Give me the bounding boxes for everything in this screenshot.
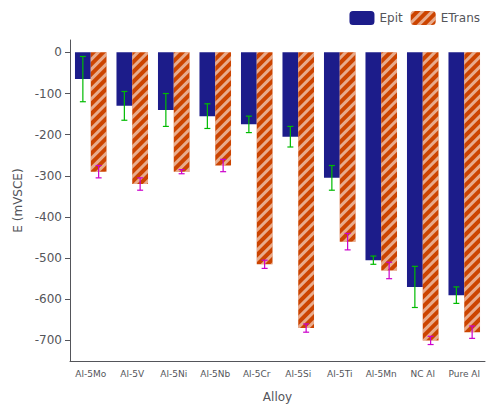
- svg-text:Al-5Mn: Al-5Mn: [366, 369, 397, 379]
- svg-text:Al-5Nb: Al-5Nb: [200, 369, 230, 379]
- svg-text:0: 0: [54, 45, 62, 59]
- svg-text:Al-5V: Al-5V: [120, 369, 145, 379]
- svg-text:Al-5Ni: Al-5Ni: [160, 369, 187, 379]
- svg-text:Al-5Si: Al-5Si: [285, 369, 311, 379]
- svg-text:-700: -700: [35, 333, 62, 347]
- svg-text:Al-5Cr: Al-5Cr: [243, 369, 271, 379]
- svg-text:E (mVSCE): E (mVSCE): [11, 168, 25, 232]
- svg-text:NC Al: NC Al: [410, 369, 435, 379]
- svg-text:-400: -400: [35, 210, 62, 224]
- svg-text:Al-5Mo: Al-5Mo: [75, 369, 106, 379]
- svg-text:Epit: Epit: [379, 11, 403, 25]
- svg-text:Pure Al: Pure Al: [448, 369, 480, 379]
- svg-text:Al-5Ti: Al-5Ti: [327, 369, 352, 379]
- svg-text:-200: -200: [35, 128, 62, 142]
- svg-text:-500: -500: [35, 251, 62, 265]
- svg-text:-100: -100: [35, 87, 62, 101]
- svg-text:ETrans: ETrans: [441, 11, 480, 25]
- svg-text:Alloy: Alloy: [263, 390, 292, 404]
- svg-text:-600: -600: [35, 292, 62, 306]
- svg-text:-300: -300: [35, 169, 62, 183]
